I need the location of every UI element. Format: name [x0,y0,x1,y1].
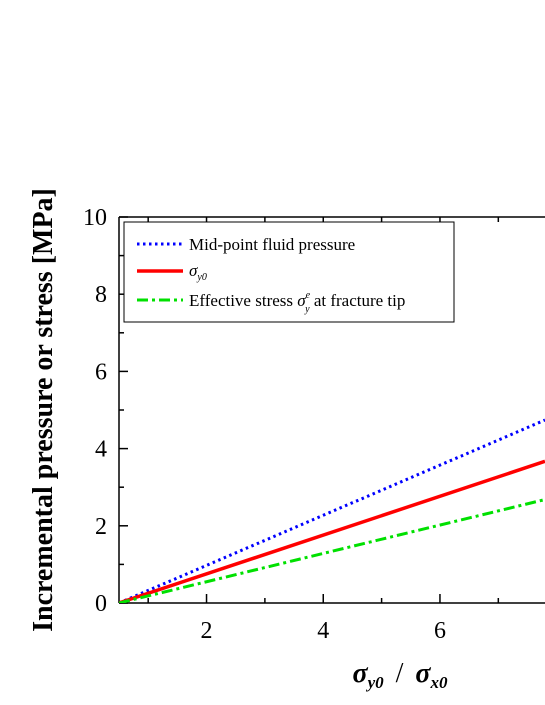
legend-label-effective-stress: Effective stress σe y at fracture tip [189,290,405,315]
x-axis-title: σy0/σx0 [352,658,448,692]
x-tick-label: 2 [201,618,213,644]
legend: Mid-point fluid pressure σy0 Effective s… [123,221,455,323]
y-tick-label: 2 [95,514,107,540]
x-tick-label: 4 [317,618,329,644]
legend-label-sigma-y0: σy0 [189,261,207,283]
tick-labels: 2 4 6 0 2 4 6 8 10 [83,205,446,644]
series-lines [119,418,545,603]
series-line-fluid-pressure [119,418,545,603]
y-tick-label: 4 [95,437,107,463]
y-tick-label: 0 [95,591,107,617]
y-tick-label: 10 [83,205,107,231]
series-line-sigma-y0 [119,459,545,603]
y-axis-title: Incremental pressure or stress [MPa] [28,188,59,632]
legend-label-fluid-pressure: Mid-point fluid pressure [189,235,355,254]
x-tick-label: 6 [434,618,446,644]
series-line-effective-stress [119,498,545,603]
y-tick-label: 8 [95,282,107,308]
y-tick-label: 6 [95,359,107,385]
